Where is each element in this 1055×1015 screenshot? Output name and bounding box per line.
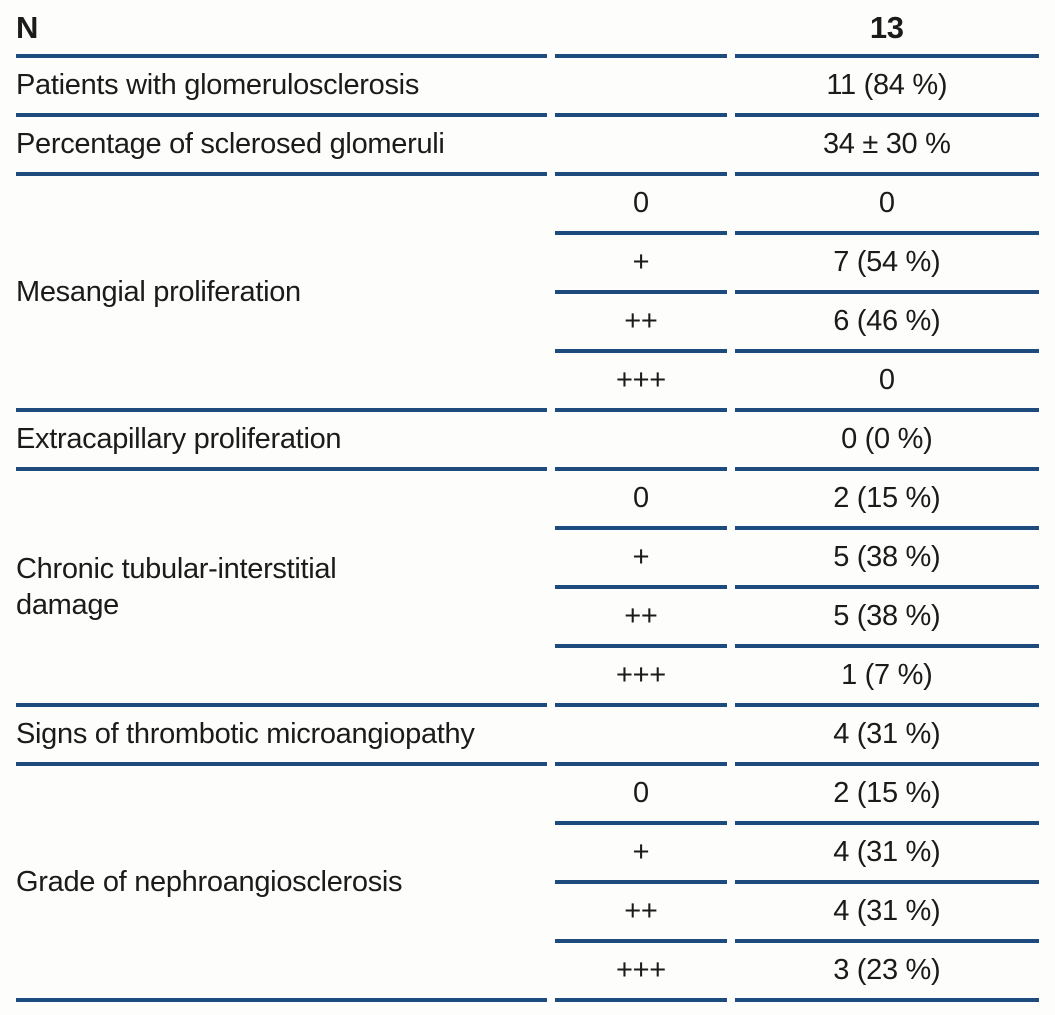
value-cell: 3 (23 %) [734,943,1039,1002]
table-row: + 7 (54 %) [16,235,1039,294]
value-cell: 1 (7 %) [734,648,1039,707]
row-label: Grade of nephroangiosclerosis [16,766,548,1002]
row-label: Signs of thrombotic microangiopathy [16,707,548,766]
grade-cell-empty [555,412,727,471]
header-n-value: 13 [734,2,1039,58]
value-cell: 6 (46 %) [734,294,1039,353]
table-row: Extracapillary proliferation 0 (0 %) [16,412,1039,471]
value-cell: 2 (15 %) [734,471,1039,530]
grade-cell: 0 [555,471,727,530]
table-row: ++ 6 (46 %) [16,294,1039,353]
value-cell: 34 ± 30 % [734,117,1039,176]
value-cell: 0 (0 %) [734,412,1039,471]
value-cell: 0 [734,176,1039,235]
grade-cell: ++ [555,294,727,353]
value-cell: 2 (15 %) [734,766,1039,825]
grade-cell: + [555,530,727,589]
value-cell: 4 (31 %) [734,884,1039,943]
grade-cell: ++ [555,884,727,943]
header-grade-empty [555,2,727,58]
value-cell: 11 (84 %) [734,58,1039,117]
grade-cell: + [555,235,727,294]
grade-cell-empty [555,58,727,117]
grade-cell: ++ [555,589,727,648]
value-cell: 5 (38 %) [734,530,1039,589]
value-cell: 7 (54 %) [734,235,1039,294]
grade-cell-empty [555,117,727,176]
value-cell: 4 (31 %) [734,825,1039,884]
table-row: Signs of thrombotic microangiopathy 4 (3… [16,707,1039,766]
table-row: + 4 (31 %) [16,825,1039,884]
grade-cell: +++ [555,353,727,412]
row-label: Extracapillary proliferation [16,412,548,471]
grade-cell: 0 [555,176,727,235]
table-row: + 5 (38 %) [16,530,1039,589]
row-label: Mesangial proliferation [16,176,548,412]
table-row: +++ 1 (7 %) [16,648,1039,707]
table-row: +++ 3 (23 %) [16,943,1039,1002]
grade-cell: +++ [555,648,727,707]
biopsy-findings-table: N 13 Patients with glomerulosclerosis 11… [8,2,1047,1002]
table-row: Mesangial proliferation 0 0 [16,176,1039,412]
grade-cell: + [555,825,727,884]
row-label: Patients with glomerulosclerosis [16,58,548,117]
table-row: ++ 4 (31 %) [16,884,1039,943]
header-n-label: N [16,2,548,58]
row-label: Chronic tubular-interstitial damage [16,471,548,707]
table-row: Percentage of sclerosed glomeruli 34 ± 3… [16,117,1039,176]
value-cell: 4 (31 %) [734,707,1039,766]
value-cell: 0 [734,353,1039,412]
table-row: ++ 5 (38 %) [16,589,1039,648]
row-label: Percentage of sclerosed glomeruli [16,117,548,176]
table-row: +++ 0 [16,353,1039,412]
table-row: Grade of nephroangiosclerosis 0 2 (15 %) [16,766,1039,1002]
table-header-row: N 13 [16,2,1039,58]
grade-cell-empty [555,707,727,766]
grade-cell: 0 [555,766,727,825]
table-row: Chronic tubular-interstitial damage 0 2 … [16,471,1039,707]
grade-cell: +++ [555,943,727,1002]
value-cell: 5 (38 %) [734,589,1039,648]
table-row: Patients with glomerulosclerosis 11 (84 … [16,58,1039,117]
